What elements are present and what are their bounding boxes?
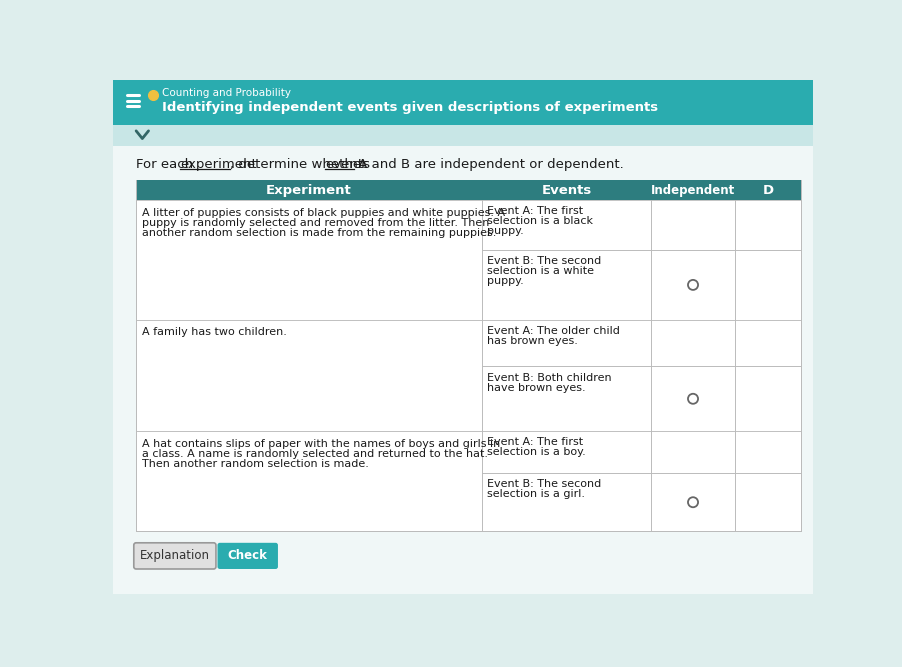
FancyBboxPatch shape bbox=[136, 319, 800, 431]
Text: selection is a girl.: selection is a girl. bbox=[487, 490, 584, 500]
Text: puppy is randomly selected and removed from the litter. Then: puppy is randomly selected and removed f… bbox=[142, 218, 488, 228]
Text: another random selection is made from the remaining puppies.: another random selection is made from th… bbox=[142, 228, 495, 238]
Text: Events: Events bbox=[541, 183, 591, 197]
FancyBboxPatch shape bbox=[133, 543, 216, 569]
Text: A litter of puppies consists of black puppies and white puppies. A: A litter of puppies consists of black pu… bbox=[142, 208, 504, 218]
Text: Identifying independent events given descriptions of experiments: Identifying independent events given des… bbox=[162, 101, 658, 114]
Text: selection is a white: selection is a white bbox=[487, 266, 594, 276]
Text: , determine whether: , determine whether bbox=[230, 158, 371, 171]
Text: Then another random selection is made.: Then another random selection is made. bbox=[142, 459, 368, 469]
Text: D: D bbox=[761, 183, 772, 197]
Text: puppy.: puppy. bbox=[487, 276, 523, 286]
Text: has brown eyes.: has brown eyes. bbox=[487, 336, 577, 346]
FancyBboxPatch shape bbox=[113, 80, 812, 125]
FancyBboxPatch shape bbox=[113, 146, 812, 594]
Text: Event A: The older child: Event A: The older child bbox=[487, 325, 620, 336]
Text: Experiment: Experiment bbox=[266, 183, 352, 197]
Text: A hat contains slips of paper with the names of boys and girls in: A hat contains slips of paper with the n… bbox=[142, 439, 499, 449]
Text: Event A: The first: Event A: The first bbox=[487, 438, 583, 448]
Text: For each: For each bbox=[136, 158, 198, 171]
Text: selection is a boy.: selection is a boy. bbox=[487, 448, 585, 458]
Text: Check: Check bbox=[227, 550, 267, 562]
FancyBboxPatch shape bbox=[136, 200, 800, 319]
FancyBboxPatch shape bbox=[217, 543, 278, 569]
Text: events: events bbox=[325, 158, 370, 171]
Text: Event B: Both children: Event B: Both children bbox=[487, 373, 612, 383]
FancyBboxPatch shape bbox=[113, 125, 812, 146]
FancyBboxPatch shape bbox=[136, 180, 800, 200]
Text: Event B: The second: Event B: The second bbox=[487, 480, 601, 490]
Text: A family has two children.: A family has two children. bbox=[142, 327, 286, 338]
Text: Counting and Probability: Counting and Probability bbox=[162, 88, 291, 98]
Text: A and B are independent or dependent.: A and B are independent or dependent. bbox=[354, 158, 623, 171]
FancyBboxPatch shape bbox=[136, 431, 800, 531]
Text: Explanation: Explanation bbox=[140, 550, 209, 562]
Text: Event A: The first: Event A: The first bbox=[487, 206, 583, 216]
Text: selection is a black: selection is a black bbox=[487, 216, 593, 226]
Text: puppy.: puppy. bbox=[487, 226, 523, 236]
Text: experiment: experiment bbox=[180, 158, 257, 171]
Text: Independent: Independent bbox=[650, 183, 734, 197]
Text: a class. A name is randomly selected and returned to the hat.: a class. A name is randomly selected and… bbox=[142, 449, 487, 459]
Text: Event B: The second: Event B: The second bbox=[487, 256, 601, 266]
Text: have brown eyes.: have brown eyes. bbox=[487, 383, 585, 393]
